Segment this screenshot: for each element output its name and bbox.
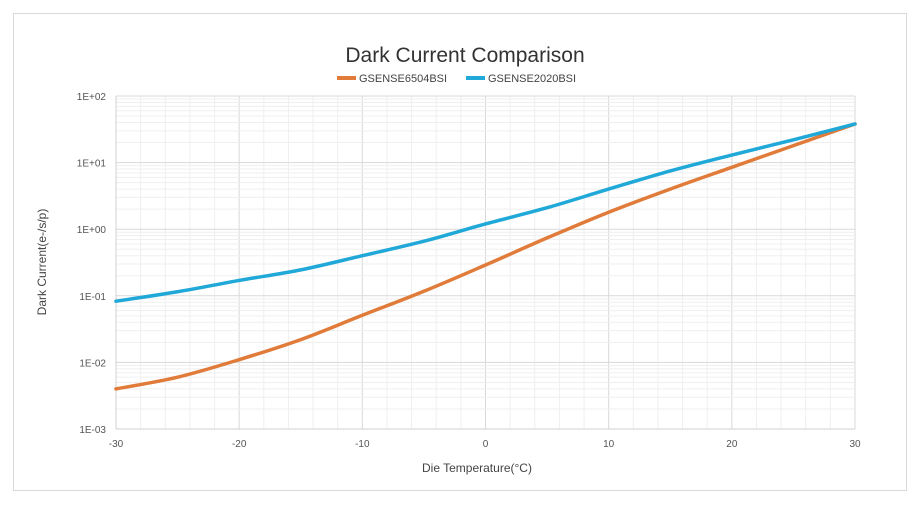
y-tick-label: 1E-01	[79, 292, 106, 303]
series-lines	[114, 122, 857, 391]
legend: GSENSE6504BSI GSENSE2020BSI	[337, 73, 576, 85]
series-line-gsense2020bsi	[114, 122, 857, 303]
grid	[115, 95, 856, 430]
x-tick-label: 20	[726, 439, 738, 450]
y-tick-label: 1E+01	[77, 159, 107, 170]
chart-frame	[13, 13, 907, 491]
x-tick-label: 10	[603, 439, 615, 450]
x-tick-label: 30	[849, 439, 861, 450]
y-tick-label: 1E+02	[77, 92, 107, 103]
y-tick-label: 1E-03	[79, 425, 106, 436]
chart-title: Dark Current Comparison	[345, 44, 584, 67]
y-axis-label: Dark Current(e-/s/p)	[35, 209, 49, 316]
x-tick-label: 0	[483, 439, 489, 450]
x-tick-label: -20	[232, 439, 247, 450]
x-tick-label: -10	[355, 439, 370, 450]
x-tick-label: -30	[109, 439, 124, 450]
y-tick-label: 1E+00	[77, 225, 107, 236]
y-tick-label: 1E-02	[79, 358, 106, 369]
series-line-gsense6504bsi	[114, 122, 857, 391]
legend-label-gsense2020bsi: GSENSE2020BSI	[488, 73, 576, 85]
axes: -30 -20 -10 0 10 20 30 1E+02 1E+01 1E+00 1E-01 1E-0…	[77, 92, 861, 450]
legend-label-gsense6504bsi: GSENSE6504BSI	[359, 73, 447, 85]
x-axis-label: Die Temperature(°C)	[422, 461, 532, 475]
